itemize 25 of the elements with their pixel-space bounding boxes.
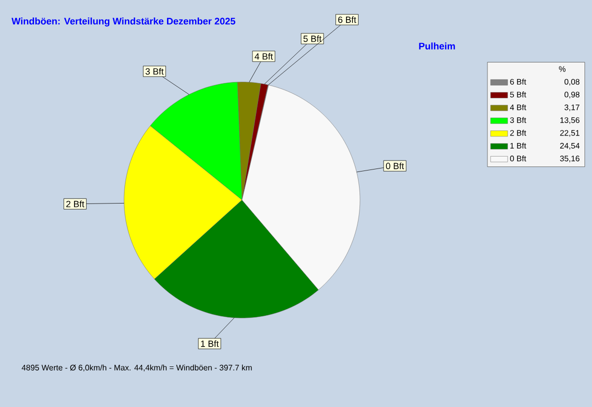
text: Pulheim: [419, 42, 455, 50]
slice-label: 1 Bft: [201, 340, 219, 347]
data-label: 35,16: [560, 156, 580, 162]
data-label: 3,17: [564, 104, 580, 112]
data-label: 13,56: [560, 117, 580, 124]
legend-label: 0 Bft: [510, 155, 526, 162]
legend-label: 4 Bft: [510, 104, 526, 110]
legend-label: 1 Bft: [510, 142, 526, 149]
slice-label: 4 Bft: [254, 53, 273, 60]
slice-label: 5 Bft: [303, 35, 322, 42]
legend-title: %: [558, 66, 566, 72]
slice-label: 2 Bft: [66, 200, 84, 208]
data-label: 0,08: [564, 78, 580, 86]
data-label: 22,51: [560, 130, 580, 137]
legend-label: 2 Bft: [510, 130, 526, 136]
text: 4895 Werte - Ø 6,0km/h - Max. 44,4km/h = Windböen - 397.7 km: [22, 364, 252, 372]
data-label: 0,98: [564, 92, 580, 98]
data-label: 24,54: [560, 142, 580, 150]
chart-title: Windböen: Verteilung Windstärke Dezember 2025: [12, 18, 236, 26]
legend-label: 6 Bft: [510, 78, 526, 85]
slice-label: 6 Bft: [338, 16, 356, 23]
legend-label: 3 Bft: [510, 117, 526, 123]
legend-label: 5 Bft: [510, 92, 526, 98]
slice-label: 0 Bft: [386, 162, 404, 170]
slice-label: 3 Bft: [146, 68, 164, 75]
